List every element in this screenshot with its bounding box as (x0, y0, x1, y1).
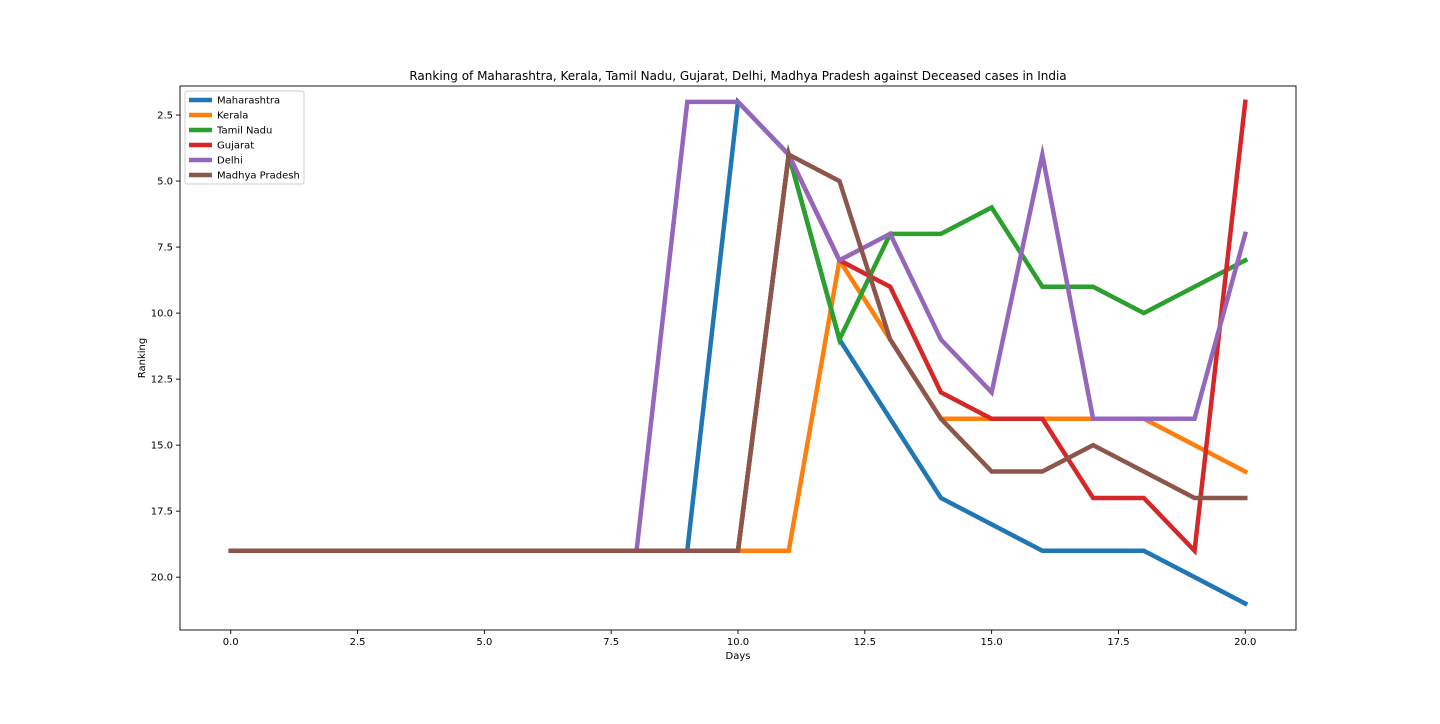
y-tick-label: 2.5 (157, 111, 173, 122)
series-line-tamil-nadu (228, 143, 1249, 554)
y-tick-label: 5.0 (157, 177, 173, 188)
x-tick-label: 15.0 (981, 637, 1003, 648)
x-tick-label: 10.0 (727, 637, 749, 648)
y-tick-label: 12.5 (151, 375, 173, 386)
legend-label: Maharashtra (217, 96, 280, 107)
chart-title: Ranking of Maharashtra, Kerala, Tamil Na… (409, 69, 1066, 83)
series-line-gujarat (228, 99, 1248, 556)
series-line-maharashtra (228, 96, 1249, 607)
series-line-kerala (228, 254, 1249, 554)
y-tick-label: 20.0 (151, 573, 173, 584)
legend-label: Tamil Nadu (216, 126, 272, 137)
y-tick-label: 17.5 (151, 507, 173, 518)
x-tick-label: 17.5 (1107, 637, 1129, 648)
series-layer (228, 96, 1249, 607)
legend-label: Kerala (217, 111, 248, 122)
legend-box (184, 90, 305, 185)
y-tick-label: 10.0 (151, 309, 173, 320)
y-tick-label: 15.0 (151, 441, 173, 452)
series-line-delhi (228, 99, 1249, 554)
x-axis-label: Days (726, 651, 751, 662)
x-tick-label: 0.0 (223, 637, 239, 648)
x-tick-label: 12.5 (854, 637, 876, 648)
axes: 0.0 2.5 5.0 7.5 10.0 12.5 15.0 17.5 20.0 2.5 5.0 7.… (151, 85, 1297, 648)
legend-label: Delhi (217, 156, 243, 167)
y-tick-label: 7.5 (157, 243, 173, 254)
legend-label: Madhya Pradesh (217, 171, 300, 182)
legend: Maharashtra Kerala Tamil Nadu Gujarat Delhi M… (184, 90, 305, 185)
x-tick-label: 7.5 (603, 637, 619, 648)
x-tick-label: 5.0 (476, 637, 492, 648)
x-tick-label: 20.0 (1234, 637, 1256, 648)
y-axis-label: Ranking (137, 338, 148, 378)
legend-label: Gujarat (217, 141, 254, 152)
x-tick-label: 2.5 (350, 637, 366, 648)
series-line-madhya-pradesh (228, 151, 1248, 554)
